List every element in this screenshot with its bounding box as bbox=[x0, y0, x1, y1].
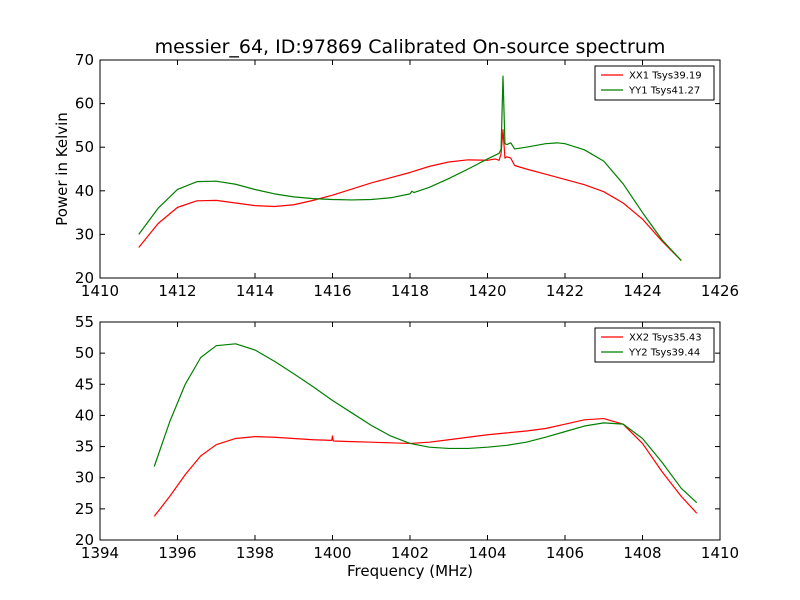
x-tick-label: 1402 bbox=[391, 544, 429, 562]
series-line-2-1 bbox=[153, 417, 698, 517]
x-tick-label: 1396 bbox=[158, 544, 196, 562]
series-line-2-2 bbox=[153, 343, 698, 504]
x-tick-label: 1398 bbox=[236, 544, 274, 562]
x-tick-label: 1414 bbox=[236, 282, 274, 300]
y-tick-label: 30 bbox=[75, 225, 94, 243]
plot-area: 1410 1412 1414 1416 1418 1420 1422 1424 1426 20 30… bbox=[53, 51, 739, 580]
figure-title: messier_64, ID:97869 Calibrated On-sourc… bbox=[155, 36, 666, 58]
x-axis-label: Frequency (MHz) bbox=[347, 562, 473, 580]
y-axis-label: Power in Kelvin bbox=[53, 112, 71, 226]
x-tick-label: 1406 bbox=[546, 544, 584, 562]
y-tick-label: 60 bbox=[75, 95, 94, 113]
legend-label: YY2 Tsys39.44 bbox=[628, 348, 700, 359]
y-tick-label: 25 bbox=[75, 500, 94, 518]
y-tick-label: 55 bbox=[75, 313, 94, 331]
legend-1: XX1 Tsys39.19 YY1 Tsys41.27 bbox=[594, 65, 715, 101]
legend-2: XX2 Tsys35.43 YY2 Tsys39.44 bbox=[594, 327, 715, 363]
x-tick-label: 1410 bbox=[81, 282, 119, 300]
x-tick-label: 1400 bbox=[313, 544, 351, 562]
x-tick-label: 1408 bbox=[623, 544, 661, 562]
y-tick-label: 20 bbox=[75, 269, 94, 287]
y-tick-label: 20 bbox=[75, 531, 94, 549]
legend-box bbox=[594, 65, 715, 101]
x-tick-label: 1404 bbox=[468, 544, 506, 562]
y-tick-label: 40 bbox=[75, 182, 94, 200]
y-tick-label: 70 bbox=[75, 51, 94, 69]
x-tick-label: 1412 bbox=[158, 282, 196, 300]
x-tick-label: 1420 bbox=[468, 282, 506, 300]
y-tick-label: 30 bbox=[75, 469, 94, 487]
series-line-1-2 bbox=[138, 75, 682, 261]
y-tick-label: 35 bbox=[75, 438, 94, 456]
y-tick-label: 50 bbox=[75, 138, 94, 156]
x-tick-label: 1416 bbox=[313, 282, 351, 300]
legend-label: YY1 Tsys41.27 bbox=[628, 86, 700, 97]
x-tick-label: 1422 bbox=[546, 282, 584, 300]
legend-label: XX1 Tsys39.19 bbox=[629, 71, 702, 82]
legend-box bbox=[594, 327, 715, 363]
legend-label: XX2 Tsys35.43 bbox=[629, 333, 702, 344]
x-tick-label: 1424 bbox=[623, 282, 661, 300]
x-tick-label: 1418 bbox=[391, 282, 429, 300]
x-tick-label: 1394 bbox=[81, 544, 119, 562]
y-tick-label: 40 bbox=[75, 406, 94, 424]
x-tick-label: 1426 bbox=[701, 282, 739, 300]
y-tick-label: 45 bbox=[75, 375, 94, 393]
y-tick-label: 50 bbox=[75, 344, 94, 362]
series-line-1-1 bbox=[138, 129, 682, 261]
subplot-1: 1410 1412 1414 1416 1418 1420 1422 1424 1426 20 30… bbox=[53, 51, 739, 300]
x-tick-label: 1410 bbox=[701, 544, 739, 562]
subplot-2: 1394 1396 1398 1400 1402 1404 1406 1408 1410 20 25… bbox=[75, 313, 739, 580]
